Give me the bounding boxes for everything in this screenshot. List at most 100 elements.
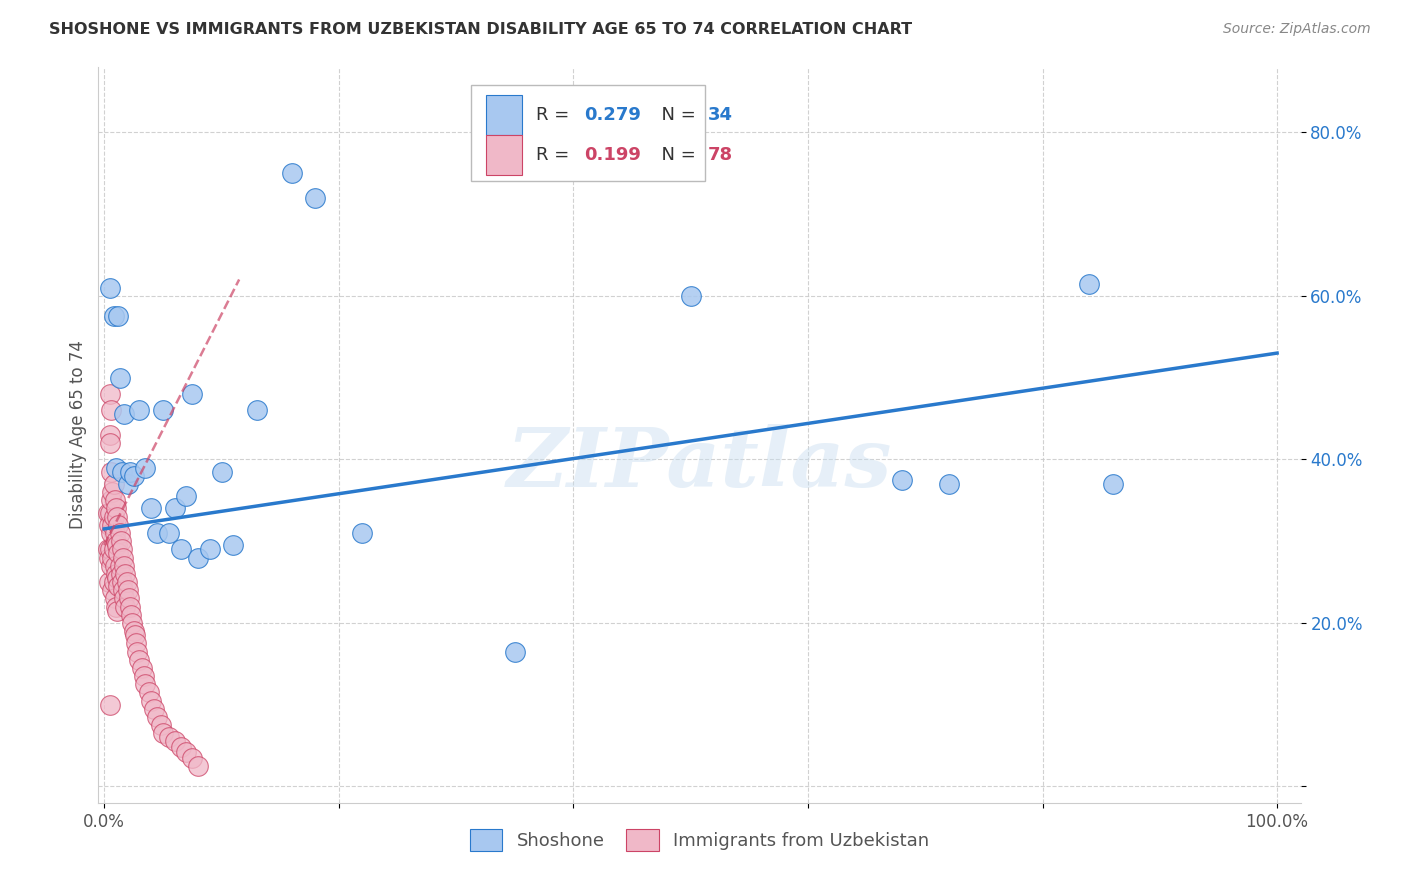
Immigrants from Uzbekistan (120, 607, 142, 622)
Text: 0.279: 0.279 (583, 106, 641, 124)
Immigrants from Uzbekistan (105, 509, 128, 524)
Immigrants from Uzbekistan (152, 726, 174, 740)
Immigrants from Uzbekistan (118, 591, 141, 606)
Immigrants from Uzbekistan (169, 740, 191, 755)
Immigrants from Uzbekistan (98, 427, 121, 442)
Immigrants from Uzbekistan (105, 501, 128, 516)
Immigrants from Uzbekistan (110, 534, 132, 549)
Immigrants from Uzbekistan (121, 615, 143, 630)
Shoshone (281, 166, 304, 180)
Immigrants from Uzbekistan (114, 599, 136, 614)
Shoshone (503, 644, 526, 658)
Immigrants from Uzbekistan (141, 693, 163, 707)
Text: ZIPatlas: ZIPatlas (506, 425, 893, 504)
Immigrants from Uzbekistan (157, 731, 180, 745)
Immigrants from Uzbekistan (107, 517, 129, 532)
Immigrants from Uzbekistan (103, 542, 125, 557)
Shoshone (1102, 476, 1125, 491)
Immigrants from Uzbekistan (134, 677, 156, 691)
Immigrants from Uzbekistan (138, 685, 160, 699)
Immigrants from Uzbekistan (100, 493, 122, 508)
Immigrants from Uzbekistan (114, 566, 136, 581)
Immigrants from Uzbekistan (134, 669, 156, 683)
Shoshone (1078, 277, 1101, 291)
Immigrants from Uzbekistan (105, 571, 128, 585)
Text: N =: N = (650, 145, 702, 164)
Shoshone (211, 465, 233, 479)
Shoshone (304, 191, 326, 205)
Immigrants from Uzbekistan (98, 574, 121, 589)
Immigrants from Uzbekistan (149, 718, 172, 732)
Text: 34: 34 (707, 106, 733, 124)
Immigrants from Uzbekistan (120, 599, 142, 614)
Shoshone (105, 460, 128, 475)
Immigrants from Uzbekistan (111, 542, 134, 557)
Text: R =: R = (536, 145, 575, 164)
Immigrants from Uzbekistan (108, 558, 131, 573)
Immigrants from Uzbekistan (111, 574, 134, 589)
Immigrants from Uzbekistan (104, 525, 127, 540)
Immigrants from Uzbekistan (100, 558, 122, 573)
Immigrants from Uzbekistan (125, 636, 148, 650)
Immigrants from Uzbekistan (115, 574, 138, 589)
Immigrants from Uzbekistan (187, 759, 209, 773)
Immigrants from Uzbekistan (104, 493, 127, 508)
Shoshone (187, 550, 209, 565)
Immigrants from Uzbekistan (131, 661, 153, 675)
Immigrants from Uzbekistan (142, 702, 165, 716)
Immigrants from Uzbekistan (101, 583, 124, 598)
Immigrants from Uzbekistan (112, 558, 135, 573)
Shoshone (117, 476, 139, 491)
Shoshone (198, 542, 221, 557)
Shoshone (111, 465, 134, 479)
Shoshone (146, 525, 169, 540)
Immigrants from Uzbekistan (98, 506, 121, 520)
Immigrants from Uzbekistan (105, 566, 128, 581)
Immigrants from Uzbekistan (108, 525, 131, 540)
Immigrants from Uzbekistan (105, 599, 128, 614)
Immigrants from Uzbekistan (103, 574, 125, 589)
Immigrants from Uzbekistan (181, 751, 204, 765)
Immigrants from Uzbekistan (103, 476, 125, 491)
Immigrants from Uzbekistan (124, 628, 146, 642)
Shoshone (222, 538, 245, 552)
Shoshone (108, 370, 131, 384)
Immigrants from Uzbekistan (101, 517, 124, 532)
Text: 0.199: 0.199 (583, 145, 641, 164)
Immigrants from Uzbekistan (97, 542, 120, 557)
Shoshone (246, 403, 269, 417)
Immigrants from Uzbekistan (100, 403, 122, 417)
Immigrants from Uzbekistan (128, 653, 150, 667)
Text: Source: ZipAtlas.com: Source: ZipAtlas.com (1223, 22, 1371, 37)
Shoshone (938, 476, 960, 491)
Immigrants from Uzbekistan (110, 566, 132, 581)
Shoshone (181, 387, 204, 401)
Immigrants from Uzbekistan (98, 542, 121, 557)
Shoshone (98, 280, 121, 294)
Immigrants from Uzbekistan (105, 534, 128, 549)
Text: SHOSHONE VS IMMIGRANTS FROM UZBEKISTAN DISABILITY AGE 65 TO 74 CORRELATION CHART: SHOSHONE VS IMMIGRANTS FROM UZBEKISTAN D… (49, 22, 912, 37)
Immigrants from Uzbekistan (117, 583, 139, 598)
Shoshone (128, 403, 150, 417)
Immigrants from Uzbekistan (176, 745, 198, 759)
Text: 78: 78 (707, 145, 733, 164)
Shoshone (679, 289, 702, 303)
Immigrants from Uzbekistan (100, 525, 122, 540)
Immigrants from Uzbekistan (103, 509, 125, 524)
Immigrants from Uzbekistan (146, 710, 169, 724)
Shoshone (141, 501, 163, 516)
Y-axis label: Disability Age 65 to 74: Disability Age 65 to 74 (69, 341, 87, 529)
Immigrants from Uzbekistan (105, 538, 128, 552)
Immigrants from Uzbekistan (107, 579, 129, 593)
Shoshone (352, 525, 374, 540)
Immigrants from Uzbekistan (163, 734, 186, 748)
Shoshone (107, 310, 129, 324)
Immigrants from Uzbekistan (100, 465, 122, 479)
Shoshone (120, 465, 142, 479)
Immigrants from Uzbekistan (127, 644, 149, 658)
Shoshone (169, 542, 191, 557)
Immigrants from Uzbekistan (98, 436, 121, 450)
Immigrants from Uzbekistan (122, 624, 145, 639)
Immigrants from Uzbekistan (97, 506, 120, 520)
FancyBboxPatch shape (485, 95, 522, 136)
